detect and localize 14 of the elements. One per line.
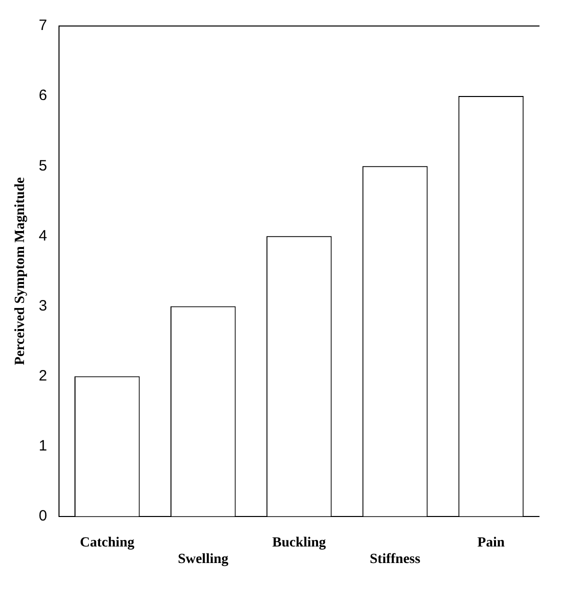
y-tick-label: 0 <box>38 508 48 525</box>
x-tick-label: Swelling <box>178 552 228 568</box>
y-tick-label: 5 <box>38 157 48 174</box>
y-tick-label: 6 <box>38 87 48 104</box>
y-tick-label: 7 <box>38 17 48 34</box>
y-tick-label: 3 <box>38 297 48 314</box>
x-tick-label: Buckling <box>272 535 326 550</box>
y-tick-label: 4 <box>38 227 48 244</box>
y-tick-label: 2 <box>38 367 48 384</box>
y-tick-label: 1 <box>38 437 48 454</box>
x-tick-label: Stiffness <box>370 552 421 568</box>
x-tick-label: Pain <box>477 535 505 550</box>
y-axis-title: Perceived Symptom Magnitude <box>13 177 28 366</box>
x-tick-label: Catching <box>80 535 134 550</box>
